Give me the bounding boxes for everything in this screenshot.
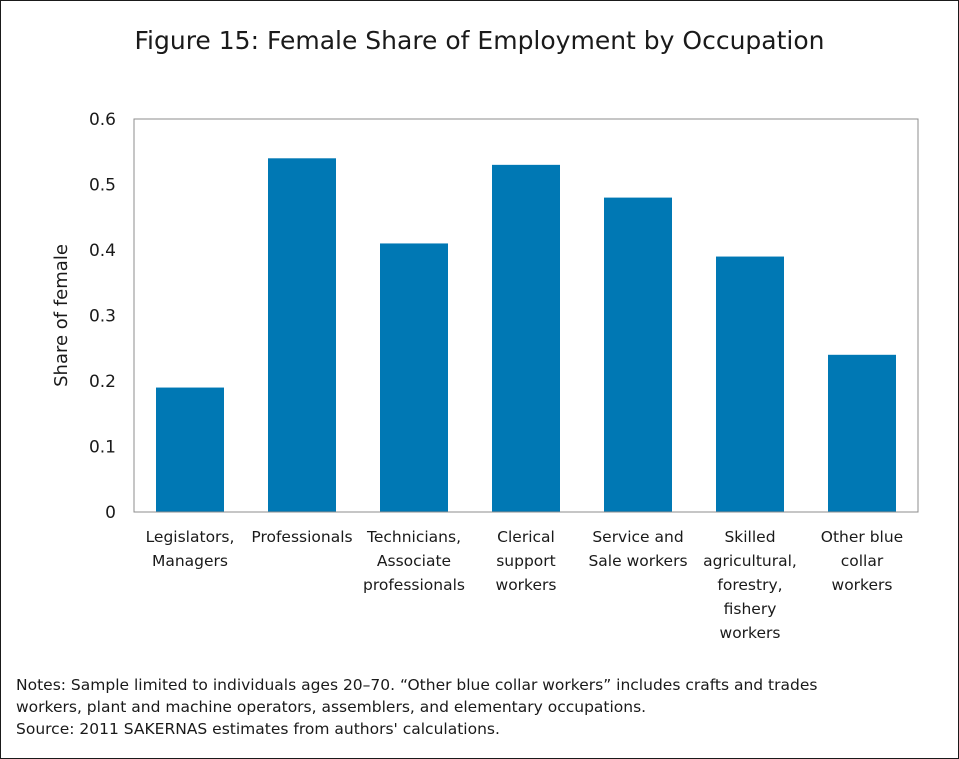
y-tick-label: 0.3 bbox=[89, 307, 116, 327]
bars-group bbox=[156, 158, 896, 513]
y-tick-label: 0 bbox=[105, 503, 116, 523]
x-tick-label-line: collar bbox=[841, 552, 884, 570]
y-tick-label: 0.5 bbox=[89, 176, 116, 196]
x-tick-label: Legislators, Managers bbox=[146, 528, 235, 570]
x-tick-label-line: Service and bbox=[592, 528, 683, 546]
x-tick-label-line: workers bbox=[496, 576, 557, 594]
y-tick-label: 0.1 bbox=[89, 438, 116, 458]
x-tick-label-line: workers bbox=[832, 576, 893, 594]
bar bbox=[716, 256, 784, 512]
x-tick-label-line: Professionals bbox=[251, 528, 352, 546]
bar bbox=[828, 354, 896, 512]
bar bbox=[268, 158, 336, 513]
bar bbox=[604, 197, 672, 512]
x-tick-label: Other blue collar workers bbox=[821, 528, 903, 594]
y-axis-ticks: 0 0.1 0.2 0.3 0.4 0.5 0.6 bbox=[89, 110, 116, 523]
x-tick-label-line: Clerical bbox=[497, 528, 555, 546]
x-tick-label-line: professionals bbox=[363, 576, 465, 594]
source-line: Source: 2011 SAKERNAS estimates from aut… bbox=[16, 720, 500, 738]
x-tick-label-line: fishery bbox=[724, 600, 777, 618]
x-tick-label-line: Sale workers bbox=[588, 552, 687, 570]
x-tick-label-line: forestry, bbox=[717, 576, 782, 594]
x-tick-label-line: Other blue bbox=[821, 528, 903, 546]
x-tick-label-line: Technicians, bbox=[366, 528, 461, 546]
x-tick-label: Clerical support workers bbox=[496, 528, 557, 594]
x-tick-label-line: agricultural, bbox=[703, 552, 797, 570]
notes-block: Notes: Sample limited to individuals age… bbox=[16, 674, 946, 740]
x-axis-labels: Legislators, Managers Professionals Technic… bbox=[146, 528, 904, 642]
bar bbox=[380, 243, 448, 512]
chart-title: Figure 15: Female Share of Employment by… bbox=[134, 26, 825, 55]
notes-line-2: workers, plant and machine operators, as… bbox=[16, 698, 647, 716]
x-tick-label-line: support bbox=[496, 552, 556, 570]
notes-line-1: Notes: Sample limited to individuals age… bbox=[16, 676, 818, 694]
x-tick-label-line: Legislators, bbox=[146, 528, 235, 546]
x-tick-label: Service and Sale workers bbox=[588, 528, 687, 570]
x-tick-label-line: Skilled bbox=[724, 528, 775, 546]
x-tick-label-line: workers bbox=[720, 624, 781, 642]
bar-chart: 0 0.1 0.2 0.3 0.4 0.5 0.6 Legislators, Managers… bbox=[51, 110, 919, 642]
y-tick-label: 0.6 bbox=[89, 110, 116, 130]
bar bbox=[492, 164, 560, 512]
y-axis-label: Share of female bbox=[51, 244, 72, 387]
x-tick-label: Professionals bbox=[251, 528, 352, 546]
x-tick-label-line: Managers bbox=[152, 552, 228, 570]
y-tick-label: 0.2 bbox=[89, 372, 116, 392]
x-tick-label-line: Associate bbox=[377, 552, 451, 570]
x-tick-label: Skilled agricultural, forestry, fishery work… bbox=[703, 528, 797, 642]
y-tick-label: 0.4 bbox=[89, 241, 116, 261]
plot-area-border bbox=[133, 118, 919, 513]
bar bbox=[156, 387, 224, 512]
x-tick-label: Technicians, Associate professionals bbox=[363, 528, 465, 594]
